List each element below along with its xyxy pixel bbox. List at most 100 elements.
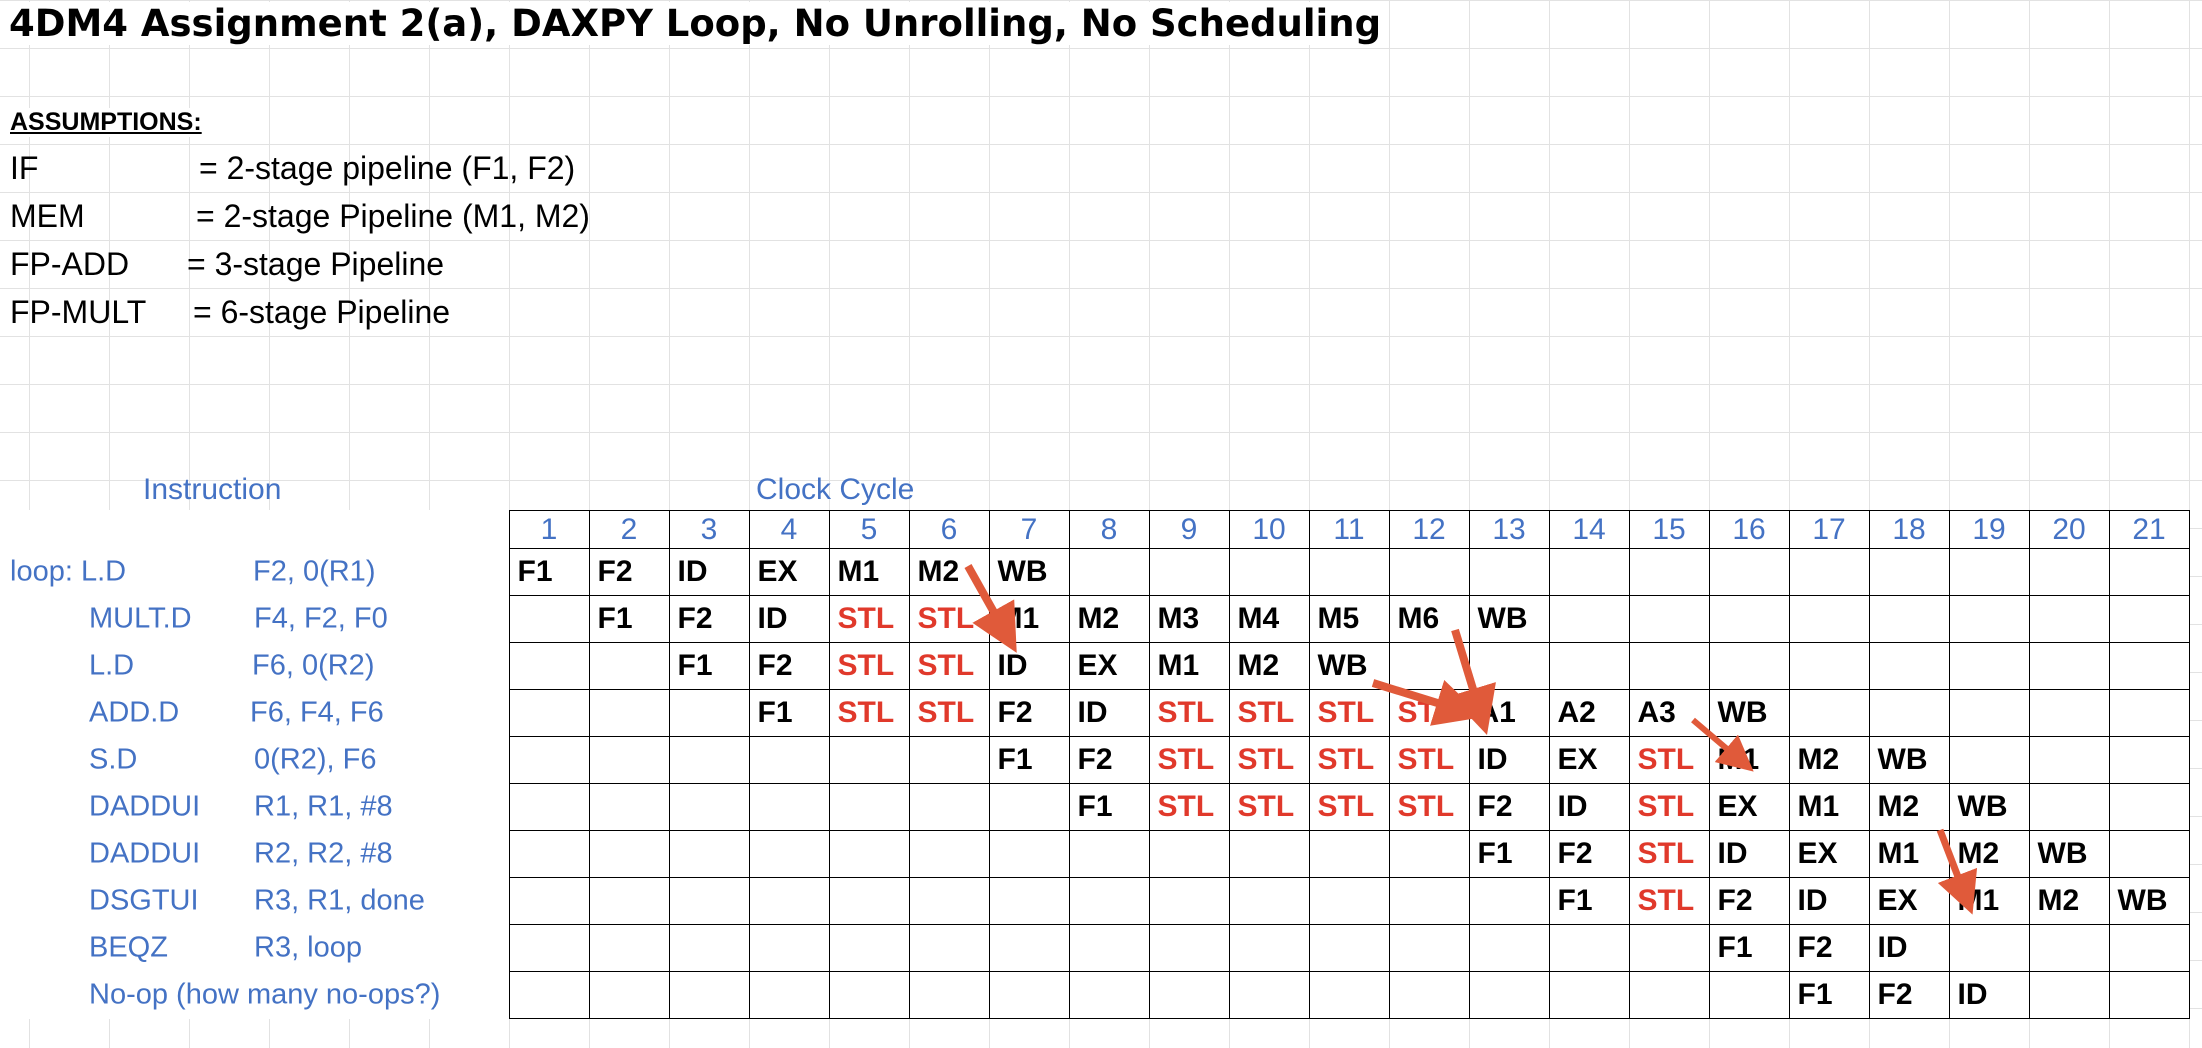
stage-cell (588, 642, 670, 690)
stage-cell (1148, 548, 1230, 596)
pipeline-table: 1 2 3 4 5 6 7 8 9 10 11 12 13 14 15 16 17 18 19 20 21 loop: L… (0, 510, 2190, 1019)
instruction-opcode: L.D (89, 649, 135, 682)
stage-cell (1628, 548, 1710, 596)
stage-cell (2108, 595, 2190, 643)
stage-cell: ID (1548, 783, 1630, 831)
stage-cell: STL (1228, 689, 1310, 737)
stage-cell (2028, 642, 2110, 690)
stage-cell: STL (1308, 689, 1390, 737)
stage-cell (1468, 971, 1550, 1019)
stage-cell: STL (1148, 689, 1230, 737)
stage-cell (1708, 642, 1790, 690)
stage-cell (1628, 642, 1710, 690)
stage-cell: STL (828, 595, 910, 643)
stage-cell: A2 (1548, 689, 1630, 737)
stage-cell (988, 877, 1070, 925)
stage-cell: F1 (668, 642, 750, 690)
stage-cell (1148, 830, 1230, 878)
stage-cell (1228, 830, 1310, 878)
stage-cell: M2 (2028, 877, 2110, 925)
stage-cell (1548, 595, 1630, 643)
stage-cell (908, 877, 990, 925)
stage-cell (1468, 877, 1550, 925)
stage-cell (748, 830, 830, 878)
stage-cell: STL (908, 642, 990, 690)
stage-cell (828, 971, 910, 1019)
stage-cell: ID (1708, 830, 1790, 878)
instruction-operands: F4, F2, F0 (254, 602, 388, 635)
stage-cell (2028, 595, 2110, 643)
stage-cell (908, 971, 990, 1019)
cycle-number: 21 (2108, 510, 2190, 549)
instruction-operands: R3, R1, done (254, 884, 425, 917)
stage-cell (1788, 595, 1870, 643)
stage-cell: ID (1468, 736, 1550, 784)
stage-cell (2108, 548, 2190, 596)
stage-cell (1628, 971, 1710, 1019)
stage-cell: A3 (1628, 689, 1710, 737)
stage-cell (1468, 642, 1550, 690)
stage-cell: STL (1388, 689, 1470, 737)
stage-cell: F2 (1068, 736, 1150, 784)
stage-cell: F1 (1788, 971, 1870, 1019)
stage-cell (588, 924, 670, 972)
assumption-value: = 3-stage Pipeline (187, 246, 445, 282)
stage-cell (1788, 548, 1870, 596)
cycle-number: 20 (2028, 510, 2110, 549)
stage-cell: M1 (1148, 642, 1230, 690)
assumption-key: MEM (10, 198, 85, 234)
stage-cell (508, 595, 590, 643)
stage-cell: F1 (1708, 924, 1790, 972)
stage-cell (588, 783, 670, 831)
stage-cell (1788, 689, 1870, 737)
corner-cell (0, 511, 509, 549)
stage-cell: WB (2028, 830, 2110, 878)
stage-cell (748, 971, 830, 1019)
stage-cell: WB (1948, 783, 2030, 831)
instruction-operands: F6, 0(R2) (252, 649, 375, 682)
stage-cell: M1 (1948, 877, 2030, 925)
stage-cell: EX (1708, 783, 1790, 831)
stage-cell (988, 783, 1070, 831)
instruction-opcode: BEQZ (89, 931, 168, 964)
stage-cell: M1 (1868, 830, 1950, 878)
stage-cell (828, 877, 910, 925)
stage-cell: F2 (1788, 924, 1870, 972)
stage-cell (668, 783, 750, 831)
stage-cell (1308, 924, 1390, 972)
stage-cell (588, 877, 670, 925)
stage-cell: ID (1788, 877, 1870, 925)
stage-cell: F2 (1868, 971, 1950, 1019)
stage-cell: STL (1228, 783, 1310, 831)
stage-cell (1948, 736, 2030, 784)
stage-cell (1628, 924, 1710, 972)
stage-cell: STL (908, 689, 990, 737)
instruction-row: ADD.D F6, F4, F6 F1 STL STL F2 ID STL STL STL STL A… (0, 689, 2190, 737)
stage-cell: ID (748, 595, 830, 643)
cycle-number: 11 (1308, 510, 1390, 549)
stage-cell: STL (1308, 736, 1390, 784)
stage-cell (1308, 877, 1390, 925)
stage-cell: ID (668, 548, 750, 596)
stage-cell: STL (1388, 736, 1470, 784)
cycle-number: 15 (1628, 510, 1710, 549)
stage-cell: M1 (828, 548, 910, 596)
stage-cell (2108, 971, 2190, 1019)
stage-cell (1948, 548, 2030, 596)
stage-cell: ID (1948, 971, 2030, 1019)
instruction-opcode: DADDUI (89, 790, 201, 823)
stage-cell (988, 971, 1070, 1019)
instruction-cell: DADDUI R2, R2, #8 (0, 830, 510, 878)
stage-cell: STL (828, 642, 910, 690)
cycle-number: 3 (668, 510, 750, 549)
stage-cell: F1 (588, 595, 670, 643)
stage-cell (1148, 971, 1230, 1019)
stage-cell (748, 877, 830, 925)
stage-cell (1068, 924, 1150, 972)
stage-cell: STL (1628, 877, 1710, 925)
stage-cell: WB (1708, 689, 1790, 737)
stage-cell (1788, 642, 1870, 690)
stage-cell (908, 736, 990, 784)
stage-cell: STL (1148, 736, 1230, 784)
stage-cell (1948, 924, 2030, 972)
